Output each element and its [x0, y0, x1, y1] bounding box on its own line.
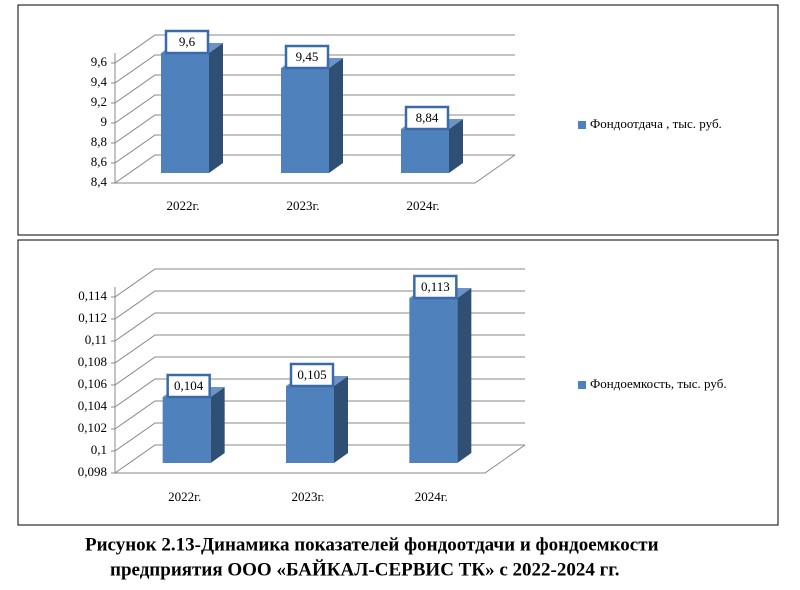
- data-label-box: [413, 274, 458, 300]
- x-tick-label: 2024г.: [415, 489, 448, 504]
- y-tick-label: 0,102: [78, 420, 107, 435]
- chart-frame: [17, 239, 779, 526]
- legend-swatch: [578, 121, 586, 129]
- bar-side: [449, 119, 463, 173]
- y-tick-label: 0,106: [78, 376, 108, 391]
- x-tick-label: 2023г.: [291, 489, 324, 504]
- y-tick-label: 8,8: [91, 134, 107, 149]
- legend-label: Фондоемкость, тыс. руб.: [590, 376, 727, 391]
- caption: предприятия ООО «БАЙКАЛ-СЕРВИС ТК» с 202…: [110, 558, 619, 580]
- grid-line: [114, 54, 515, 84]
- grid-line: [114, 34, 515, 64]
- grid-line: [114, 114, 515, 144]
- grid-line: [114, 154, 515, 184]
- data-label: 9,45: [296, 49, 319, 64]
- chart-frame: [17, 4, 779, 236]
- x-tick-label: 2022г.: [166, 198, 199, 213]
- floor: [115, 444, 526, 474]
- x-tick-label: 2024г.: [406, 198, 439, 213]
- bar: [162, 397, 211, 463]
- data-label: 0,113: [421, 279, 450, 294]
- grid-line: [114, 134, 515, 164]
- caption: Рисунок 2.13-Динамика показателей фондоо…: [85, 534, 659, 555]
- bar: [409, 298, 458, 463]
- y-tick-label: 0,098: [78, 464, 107, 479]
- data-label: 0,105: [297, 367, 326, 382]
- grid-line: [114, 94, 515, 124]
- y-tick-label: 0,104: [78, 398, 108, 413]
- bar: [281, 68, 329, 173]
- grid-line: [114, 400, 525, 430]
- bar-side: [334, 376, 348, 463]
- grid-line: [114, 378, 525, 408]
- bar-side: [329, 58, 343, 173]
- grid-line: [114, 268, 525, 298]
- grid-line: [114, 312, 525, 342]
- data-label-box: [164, 29, 210, 55]
- y-tick-label: 9,4: [91, 74, 108, 89]
- data-label-box: [284, 44, 330, 70]
- y-tick-label: 9: [101, 114, 108, 129]
- y-tick-label: 0,1: [91, 442, 107, 457]
- y-tick-label: 8,4: [91, 174, 108, 189]
- bar: [161, 53, 209, 173]
- bar-side: [210, 387, 225, 463]
- grid-line: [114, 334, 525, 364]
- data-label-box: [404, 105, 450, 131]
- grid-line: [114, 356, 525, 386]
- y-tick-label: 0,108: [78, 354, 107, 369]
- data-label: 9,6: [179, 34, 196, 49]
- y-tick-label: 0,112: [78, 310, 107, 325]
- grid-line: [114, 444, 525, 474]
- data-label: 0,104: [174, 378, 204, 393]
- y-tick-label: 0,11: [85, 332, 107, 347]
- bar-side: [457, 288, 472, 463]
- data-label: 8,84: [416, 110, 439, 125]
- legend-swatch: [578, 381, 586, 389]
- legend-label: Фондоотдача , тыс. руб.: [590, 116, 722, 131]
- floor: [115, 154, 516, 184]
- y-tick-label: 9,2: [91, 94, 107, 109]
- x-tick-label: 2022г.: [168, 489, 201, 504]
- bar: [401, 129, 449, 173]
- y-tick-label: 0,114: [78, 288, 107, 303]
- grid-line: [114, 422, 525, 452]
- bar-side: [209, 43, 223, 173]
- y-tick-label: 9,6: [91, 54, 108, 69]
- bar: [286, 386, 334, 463]
- x-tick-label: 2023г.: [286, 198, 319, 213]
- y-tick-label: 8,6: [91, 154, 108, 169]
- grid-line: [114, 74, 515, 104]
- data-label-box: [289, 362, 335, 388]
- grid-line: [114, 290, 525, 320]
- data-label-box: [166, 373, 211, 399]
